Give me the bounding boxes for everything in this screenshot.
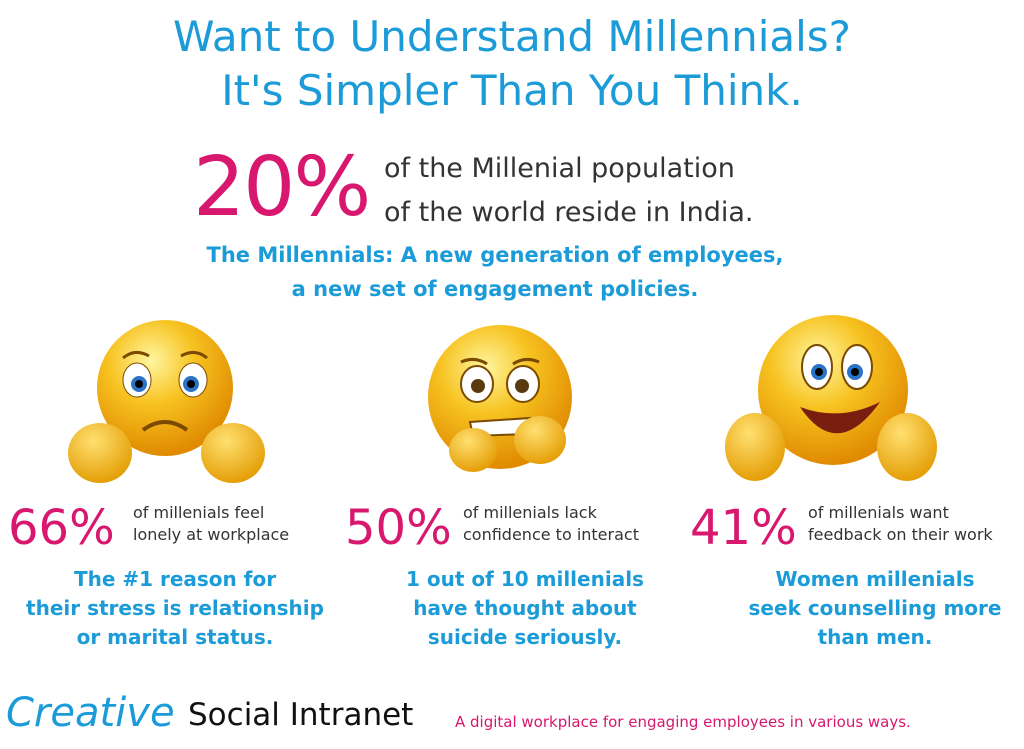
sad-emoji <box>68 320 265 483</box>
title-line: Want to Understand Millennials? <box>173 12 851 61</box>
panel-note-line: The #1 reason for <box>73 567 277 591</box>
tagline: A digital workplace for engaging employe… <box>455 713 911 731</box>
panel-note-line: suicide seriously. <box>427 625 623 649</box>
panel-note: Women millenials seek counselling more t… <box>705 565 1024 652</box>
panel-text-line: lonely at workplace <box>133 525 290 544</box>
panel-note: The #1 reason for their stress is relati… <box>5 565 345 652</box>
panel-text: of millenials lack confidence to interac… <box>463 502 639 546</box>
subtitle-line: The Millennials: A new generation of emp… <box>206 243 784 267</box>
panel-note-line: than men. <box>817 625 933 649</box>
brand: Creative <box>6 690 175 736</box>
title-line: It's Simpler Than You Think. <box>221 66 803 115</box>
panel-stat: 41% <box>690 500 797 556</box>
panel-text: of millenials want feedback on their wor… <box>808 502 993 546</box>
panel-stat: 50% <box>345 500 452 556</box>
panel-note-line: seek counselling more <box>748 596 1002 620</box>
headline-stat: 20% <box>193 140 371 235</box>
panel-text: of millenials feel lonely at workplace <box>133 502 289 546</box>
product: Social Intranet <box>188 697 414 733</box>
title: Want to Understand Millennials? It's Sim… <box>0 10 1024 118</box>
headline-text: of the Millenial population of the world… <box>384 147 753 235</box>
happy-emoji <box>725 315 937 481</box>
scared-emoji <box>428 325 572 472</box>
headline-line: of the Millenial population <box>384 153 735 184</box>
panel-text-line: of millenials feel <box>133 503 265 522</box>
panel-note-line: or marital status. <box>76 625 274 649</box>
panel-note-line: 1 out of 10 millenials <box>406 567 644 591</box>
panel-note-line: Women millenials <box>775 567 975 591</box>
panel-text-line: feedback on their work <box>808 525 993 544</box>
subtitle-line: a new set of engagement policies. <box>291 277 699 301</box>
panel-note-line: their stress is relationship <box>26 596 324 620</box>
subtitle: The Millennials: A new generation of emp… <box>0 238 990 306</box>
panel-text-line: of millenials want <box>808 503 949 522</box>
panel-note: 1 out of 10 millenials have thought abou… <box>355 565 695 652</box>
headline-line: of the world reside in India. <box>384 197 754 228</box>
panel-stat: 66% <box>8 500 115 556</box>
panel-text-line: confidence to interact <box>463 525 639 544</box>
panel-note-line: have thought about <box>413 596 637 620</box>
panel-text-line: of millenials lack <box>463 503 597 522</box>
